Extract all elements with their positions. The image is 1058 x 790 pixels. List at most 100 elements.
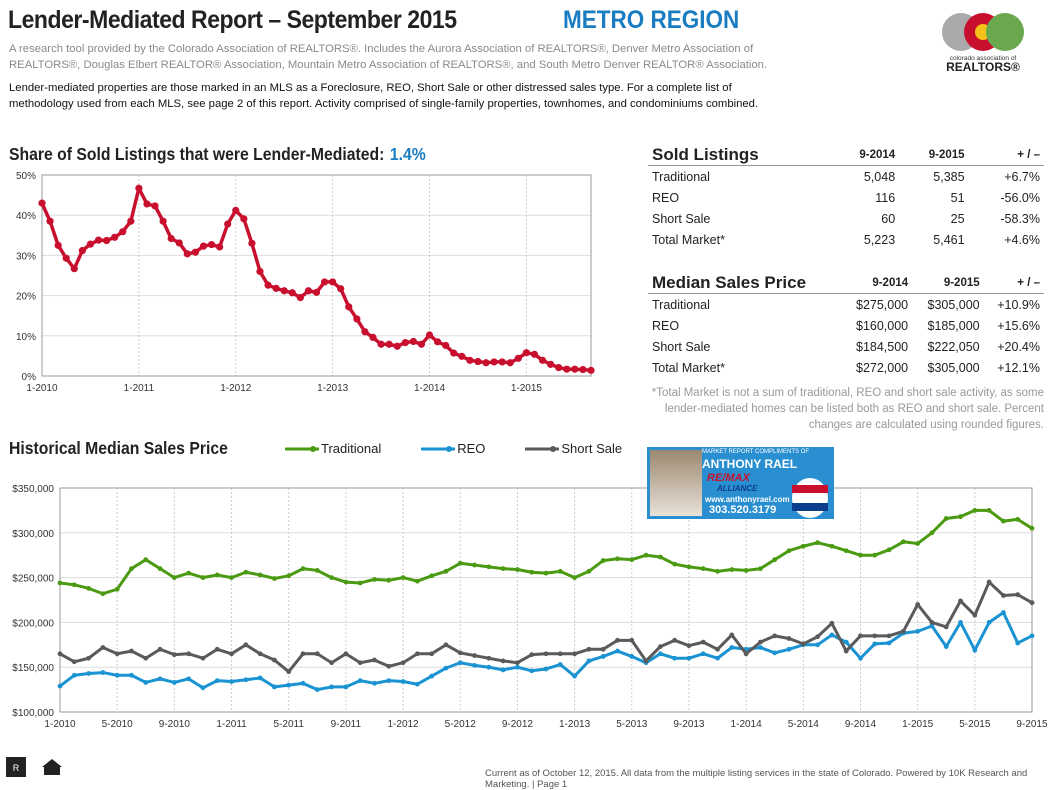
short-sale-point bbox=[657, 644, 663, 649]
cell-value: $305,000 bbox=[927, 297, 980, 312]
reo-point bbox=[314, 687, 320, 692]
y-tick-label: $350,000 bbox=[12, 484, 54, 495]
traditional-point bbox=[257, 572, 263, 578]
short-sale-point bbox=[500, 658, 506, 664]
short-sale-point bbox=[457, 650, 463, 656]
reo-point bbox=[386, 678, 392, 684]
cell-value: $272,000 bbox=[856, 360, 909, 375]
traditional-point bbox=[243, 569, 249, 575]
series-point bbox=[450, 349, 458, 357]
y-tick-label: 0% bbox=[22, 372, 37, 383]
short-sale-point bbox=[886, 633, 892, 639]
traditional-point bbox=[515, 567, 520, 572]
reo-point bbox=[186, 676, 192, 682]
cell-value: $184,500 bbox=[856, 339, 909, 354]
agent-url[interactable]: www.anthonyrael.com bbox=[705, 495, 790, 504]
traditional-point bbox=[900, 539, 906, 545]
series-point bbox=[506, 359, 514, 367]
cell-value: +12.1% bbox=[997, 360, 1040, 375]
traditional-point bbox=[915, 541, 921, 546]
realtors-logo: colorado association of REALTORS® bbox=[942, 13, 1024, 73]
reo-line bbox=[59, 611, 1033, 692]
traditional-point bbox=[786, 548, 792, 554]
short-sale-point bbox=[958, 598, 963, 604]
cell-value: $160,000 bbox=[856, 318, 909, 333]
short-sale-point bbox=[915, 602, 921, 607]
traditional-point bbox=[858, 552, 863, 558]
reo-point bbox=[500, 667, 506, 673]
short-sale-point bbox=[715, 646, 720, 652]
legend-item: Traditional bbox=[285, 441, 381, 456]
reo-point bbox=[357, 678, 363, 684]
reo-point bbox=[143, 680, 149, 685]
series-point bbox=[377, 340, 385, 348]
short-sale-point bbox=[286, 669, 292, 675]
reo-point bbox=[486, 664, 492, 670]
y-tick-label: $300,000 bbox=[12, 529, 54, 540]
short-sale-point bbox=[800, 641, 806, 647]
short-sale-point bbox=[114, 651, 120, 657]
series-point bbox=[522, 349, 531, 357]
short-sale-point bbox=[672, 637, 678, 643]
row-label: REO bbox=[652, 318, 680, 333]
traditional-point bbox=[586, 568, 592, 574]
cell-value: +4.6% bbox=[1004, 232, 1040, 247]
series-point bbox=[474, 357, 482, 366]
office: ALLIANCE bbox=[717, 484, 758, 493]
short-sale-point bbox=[600, 646, 606, 652]
traditional-point bbox=[1001, 518, 1006, 524]
series-point bbox=[38, 199, 46, 207]
short-sale-point bbox=[557, 651, 563, 657]
reo-point bbox=[715, 655, 720, 661]
traditional-point bbox=[214, 572, 220, 578]
reo-point bbox=[286, 682, 292, 688]
short-sale-point bbox=[486, 655, 492, 661]
series-point bbox=[393, 342, 401, 350]
reo-point bbox=[758, 645, 763, 650]
short-sale-point bbox=[858, 633, 863, 639]
table-row: Traditional $275,000 $305,000 +10.9% bbox=[648, 294, 1044, 316]
cell-value: 5,223 bbox=[863, 232, 896, 247]
series-point bbox=[514, 354, 522, 362]
traditional-point bbox=[57, 580, 63, 586]
series-point bbox=[175, 239, 183, 247]
reo-point bbox=[657, 651, 663, 657]
reo-point bbox=[972, 647, 978, 653]
x-tick-label: 1-2010 bbox=[44, 719, 76, 728]
share-title-text: Share of Sold Listings that were Lender-… bbox=[9, 144, 385, 164]
reo-point bbox=[243, 677, 249, 683]
table-row: Short Sale $184,500 $222,050 +20.4% bbox=[648, 336, 1044, 357]
plot-frame bbox=[59, 487, 1033, 713]
reo-point bbox=[829, 632, 835, 638]
x-tick-label: 1-2011 bbox=[124, 383, 155, 394]
reo-point bbox=[443, 665, 449, 671]
cell-value: $305,000 bbox=[927, 360, 980, 375]
short-sale-point bbox=[586, 646, 592, 652]
series-point bbox=[312, 288, 321, 296]
short-sale-point bbox=[357, 660, 363, 666]
cell-value: 60 bbox=[881, 211, 896, 226]
x-tick-label: 9-2015 bbox=[1016, 719, 1048, 728]
series-point bbox=[127, 217, 135, 225]
reo-point bbox=[943, 644, 949, 649]
reo-point bbox=[772, 650, 778, 656]
series-point bbox=[207, 240, 216, 249]
reo-point bbox=[815, 642, 820, 648]
short-sale-point bbox=[643, 658, 649, 664]
series-point bbox=[54, 241, 62, 249]
row-label: Traditional bbox=[652, 169, 710, 184]
agent-ad[interactable]: MARKET REPORT COMPLIMENTS OF ANTHONY RAE… bbox=[647, 447, 834, 519]
reo-point bbox=[1001, 610, 1006, 615]
traditional-point bbox=[843, 548, 849, 554]
series-point bbox=[183, 250, 191, 258]
x-tick-label: 1-2013 bbox=[559, 719, 591, 728]
x-tick-label: 1-2014 bbox=[731, 719, 763, 728]
traditional-point bbox=[557, 568, 563, 574]
traditional-point bbox=[986, 508, 992, 513]
cell-value: 25 bbox=[950, 211, 965, 226]
series-point bbox=[143, 200, 151, 208]
traditional-point bbox=[414, 578, 420, 584]
traditional-point bbox=[629, 557, 635, 563]
short-sale-point bbox=[314, 651, 320, 657]
short-sale-point bbox=[686, 643, 692, 649]
